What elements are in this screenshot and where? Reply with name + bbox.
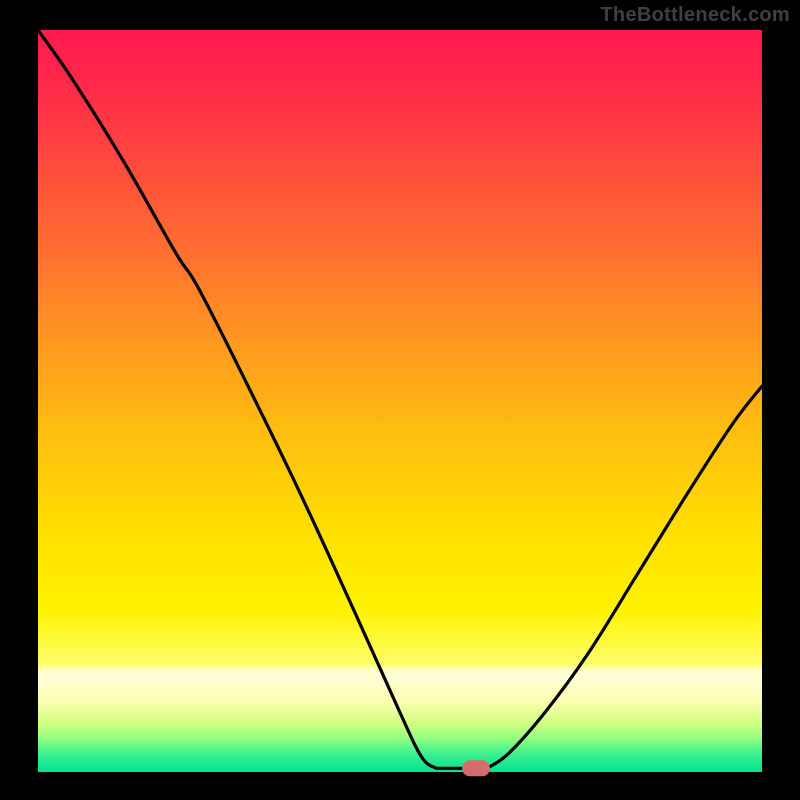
watermark-text: TheBottleneck.com bbox=[600, 4, 790, 27]
plot-area bbox=[38, 30, 762, 772]
chart-container: TheBottleneck.com bbox=[0, 0, 800, 800]
optimal-marker bbox=[462, 760, 490, 776]
bottleneck-chart bbox=[0, 0, 800, 800]
